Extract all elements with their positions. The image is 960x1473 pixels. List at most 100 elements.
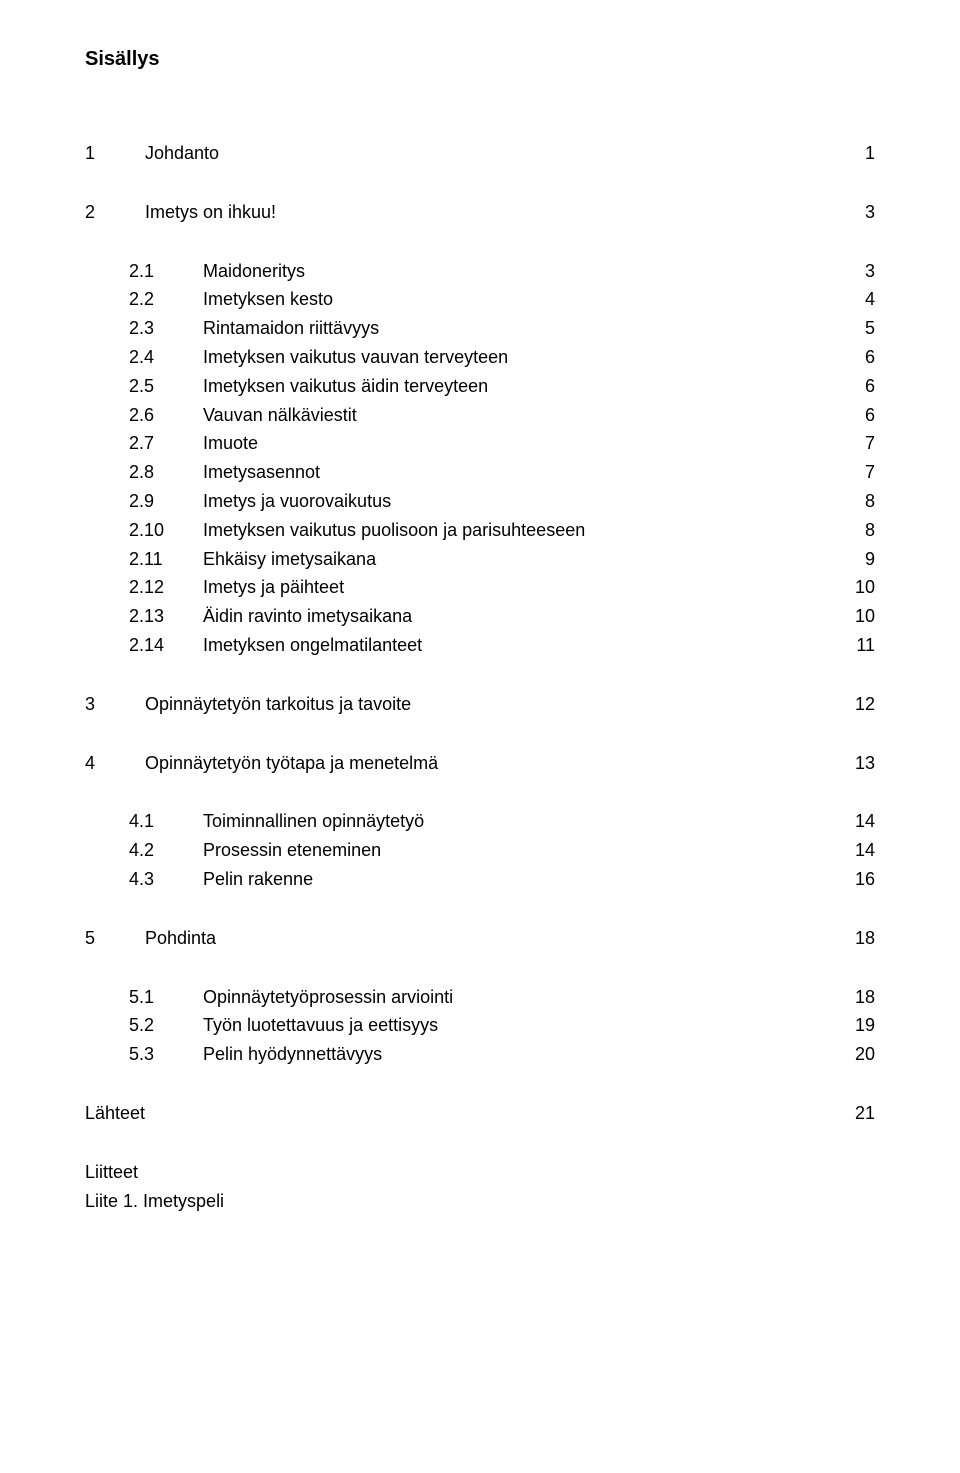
toc-label: Pelin hyödynnettävyys bbox=[203, 1040, 382, 1069]
toc-label: Pohdinta bbox=[145, 924, 216, 953]
toc-number: 2.11 bbox=[129, 545, 181, 574]
toc-entry: 5.3 Pelin hyödynnettävyys 20 bbox=[129, 1040, 875, 1069]
toc-entry: 2.4Imetyksen vaikutus vauvan terveyteen … bbox=[129, 343, 875, 372]
toc-page: 6 bbox=[865, 372, 875, 401]
toc-page: 6 bbox=[865, 343, 875, 372]
toc-subsection-group: 4.1 Toiminnallinen opinnäytetyö 14 4.2 Pro… bbox=[85, 807, 875, 893]
toc-entry: 4.3 Pelin rakenne 16 bbox=[129, 865, 875, 894]
toc-number: 5 bbox=[85, 924, 123, 953]
toc-page: 14 bbox=[855, 836, 875, 865]
toc-page: 4 bbox=[865, 285, 875, 314]
toc-entry: 2.3 Rintamaidon riittävyys 5 bbox=[129, 314, 875, 343]
toc-entry: Liite 1. Imetyspeli bbox=[85, 1187, 875, 1216]
toc-entry: 2.8 Imetysasennot 7 bbox=[129, 458, 875, 487]
toc-entry: 3 Opinnäytetyön tarkoitus ja tavoite 12 bbox=[85, 690, 875, 719]
toc-label: Opinnäytetyön tarkoitus ja tavoite bbox=[145, 690, 411, 719]
toc-page: 21 bbox=[855, 1099, 875, 1128]
toc-label: Imetyksen kesto bbox=[203, 285, 333, 314]
toc-page: 8 bbox=[865, 487, 875, 516]
toc-page: 5 bbox=[865, 314, 875, 343]
toc-entry: Lähteet 21 bbox=[85, 1099, 875, 1128]
toc-subsection-group: 5.1Opinnäytetyöprosessin arviointi 18 5.… bbox=[85, 983, 875, 1069]
toc-label: Toiminnallinen opinnäytetyö bbox=[203, 807, 424, 836]
toc-page: 10 bbox=[855, 602, 875, 631]
toc-number: 4.1 bbox=[129, 807, 181, 836]
toc-page: 1 bbox=[865, 139, 875, 168]
toc-page: 11 bbox=[856, 631, 875, 660]
toc-entry: 5.2 Työn luotettavuus ja eettisyys 19 bbox=[129, 1011, 875, 1040]
toc-label: Imetys ja vuorovaikutus bbox=[203, 487, 391, 516]
toc-entry: 2.10 Imetyksen vaikutus puolisoon ja pari… bbox=[129, 516, 875, 545]
toc-number: 2.1 bbox=[129, 257, 181, 286]
toc-label: Äidin ravinto imetysaikana bbox=[203, 602, 412, 631]
toc-number: 2.7 bbox=[129, 429, 181, 458]
toc-number: 3 bbox=[85, 690, 123, 719]
toc-entry: 4.1 Toiminnallinen opinnäytetyö 14 bbox=[129, 807, 875, 836]
toc-page: 6 bbox=[865, 401, 875, 430]
toc-label: Vauvan nälkäviestit bbox=[203, 401, 357, 430]
toc-page: 7 bbox=[865, 458, 875, 487]
toc-page: 20 bbox=[855, 1040, 875, 1069]
toc-label: Imetyksen ongelmatilanteet bbox=[203, 631, 422, 660]
toc-number: 2.8 bbox=[129, 458, 181, 487]
toc-entry: 4 Opinnäytetyön työtapa ja menetelmä 13 bbox=[85, 749, 875, 778]
toc-number: 4 bbox=[85, 749, 123, 778]
toc-page: 12 bbox=[855, 690, 875, 719]
toc-entry: 2.12 Imetys ja päihteet 10 bbox=[129, 573, 875, 602]
toc-number: 2.2 bbox=[129, 285, 181, 314]
toc-label: Liitteet bbox=[85, 1158, 138, 1187]
toc-page: 16 bbox=[855, 865, 875, 894]
toc-label: Pelin rakenne bbox=[203, 865, 313, 894]
toc-entry: 2.2 Imetyksen kesto 4 bbox=[129, 285, 875, 314]
toc-entry: 2.14 Imetyksen ongelmatilanteet 11 bbox=[129, 631, 875, 660]
toc-number: 4.2 bbox=[129, 836, 181, 865]
toc-label: Imetyksen vaikutus vauvan terveyteen bbox=[203, 343, 508, 372]
toc-number: 2.4 bbox=[129, 343, 181, 372]
toc-number: 5.3 bbox=[129, 1040, 181, 1069]
toc-number: 1 bbox=[85, 139, 123, 168]
toc-number: 2 bbox=[85, 198, 123, 227]
toc-label: Liite 1. Imetyspeli bbox=[85, 1187, 224, 1216]
toc-label: Imetyksen vaikutus puolisoon ja parisuht… bbox=[203, 516, 585, 545]
toc-label: Imetysasennot bbox=[203, 458, 320, 487]
toc-number: 2.12 bbox=[129, 573, 181, 602]
toc-subsection-group: 2.1 Maidoneritys 3 2.2 Imetyksen kesto 4 2… bbox=[85, 257, 875, 660]
toc-page: 10 bbox=[855, 573, 875, 602]
toc-label: Rintamaidon riittävyys bbox=[203, 314, 379, 343]
toc-label: Opinnäytetyön työtapa ja menetelmä bbox=[145, 749, 438, 778]
toc-label: Imetys ja päihteet bbox=[203, 573, 344, 602]
toc-number: 2.13 bbox=[129, 602, 181, 631]
toc-entry: 2.6Vauvan nälkäviestit 6 bbox=[129, 401, 875, 430]
toc-number: 2.14 bbox=[129, 631, 181, 660]
toc-label: Maidoneritys bbox=[203, 257, 305, 286]
toc-page: 14 bbox=[855, 807, 875, 836]
toc-number: 5.2 bbox=[129, 1011, 181, 1040]
toc-entry: 2.9 Imetys ja vuorovaikutus 8 bbox=[129, 487, 875, 516]
toc-page: 9 bbox=[865, 545, 875, 574]
toc-label: Imetyksen vaikutus äidin terveyteen bbox=[203, 372, 488, 401]
toc-page: 18 bbox=[855, 924, 875, 953]
toc-entry: 2.1 Maidoneritys 3 bbox=[129, 257, 875, 286]
toc-number: 2.9 bbox=[129, 487, 181, 516]
toc-label: Prosessin eteneminen bbox=[203, 836, 381, 865]
toc-number: 4.3 bbox=[129, 865, 181, 894]
toc-number: 2.10 bbox=[129, 516, 181, 545]
toc-page: 3 bbox=[865, 257, 875, 286]
toc-number: 2.5 bbox=[129, 372, 181, 401]
toc-page: 19 bbox=[855, 1011, 875, 1040]
toc-label: Johdanto bbox=[145, 139, 219, 168]
toc-entry: 2 Imetys on ihkuu! 3 bbox=[85, 198, 875, 227]
toc-entry: Liitteet bbox=[85, 1158, 875, 1187]
toc-label: Ehkäisy imetysaikana bbox=[203, 545, 376, 574]
toc-page: 13 bbox=[855, 749, 875, 778]
toc-entry: 1 Johdanto 1 bbox=[85, 139, 875, 168]
toc-number: 2.3 bbox=[129, 314, 181, 343]
toc-label: Työn luotettavuus ja eettisyys bbox=[203, 1011, 438, 1040]
toc-entry: 5 Pohdinta 18 bbox=[85, 924, 875, 953]
toc-label: Opinnäytetyöprosessin arviointi bbox=[203, 983, 453, 1012]
toc-entry: 5.1Opinnäytetyöprosessin arviointi 18 bbox=[129, 983, 875, 1012]
toc-entry: 2.13 Äidin ravinto imetysaikana 10 bbox=[129, 602, 875, 631]
toc-page: 3 bbox=[865, 198, 875, 227]
toc-label: Lähteet bbox=[85, 1099, 145, 1128]
toc-entry: 2.5 Imetyksen vaikutus äidin terveyteen 6 bbox=[129, 372, 875, 401]
